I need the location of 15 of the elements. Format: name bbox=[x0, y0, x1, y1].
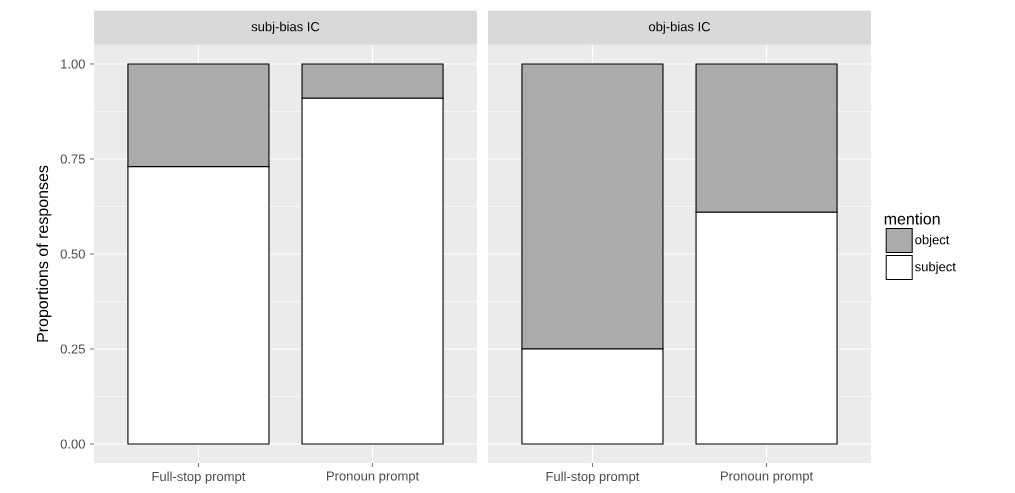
x-tick-label: Pronoun prompt bbox=[327, 471, 420, 484]
y-tick-label: 0.25 bbox=[60, 344, 85, 354]
legend-label: subject bbox=[915, 261, 956, 274]
y-tick-label: 0.75 bbox=[60, 154, 85, 164]
legend-label: object bbox=[915, 234, 950, 247]
x-tick-label: Pronoun prompt bbox=[721, 471, 814, 484]
chart-title: subj-bias IC bbox=[251, 21, 320, 34]
chart-title: obj-bias IC bbox=[648, 21, 711, 34]
y-tick-label: 0.00 bbox=[60, 439, 85, 449]
y-axis-title: Proportions of responses bbox=[36, 165, 52, 342]
legend-title: mention bbox=[884, 212, 940, 225]
y-tick-label: 0.50 bbox=[60, 249, 85, 259]
x-tick-label: Full-stop prompt bbox=[546, 471, 640, 484]
x-tick-label: Full-stop prompt bbox=[152, 471, 246, 484]
y-tick-label: 1.00 bbox=[61, 59, 85, 69]
